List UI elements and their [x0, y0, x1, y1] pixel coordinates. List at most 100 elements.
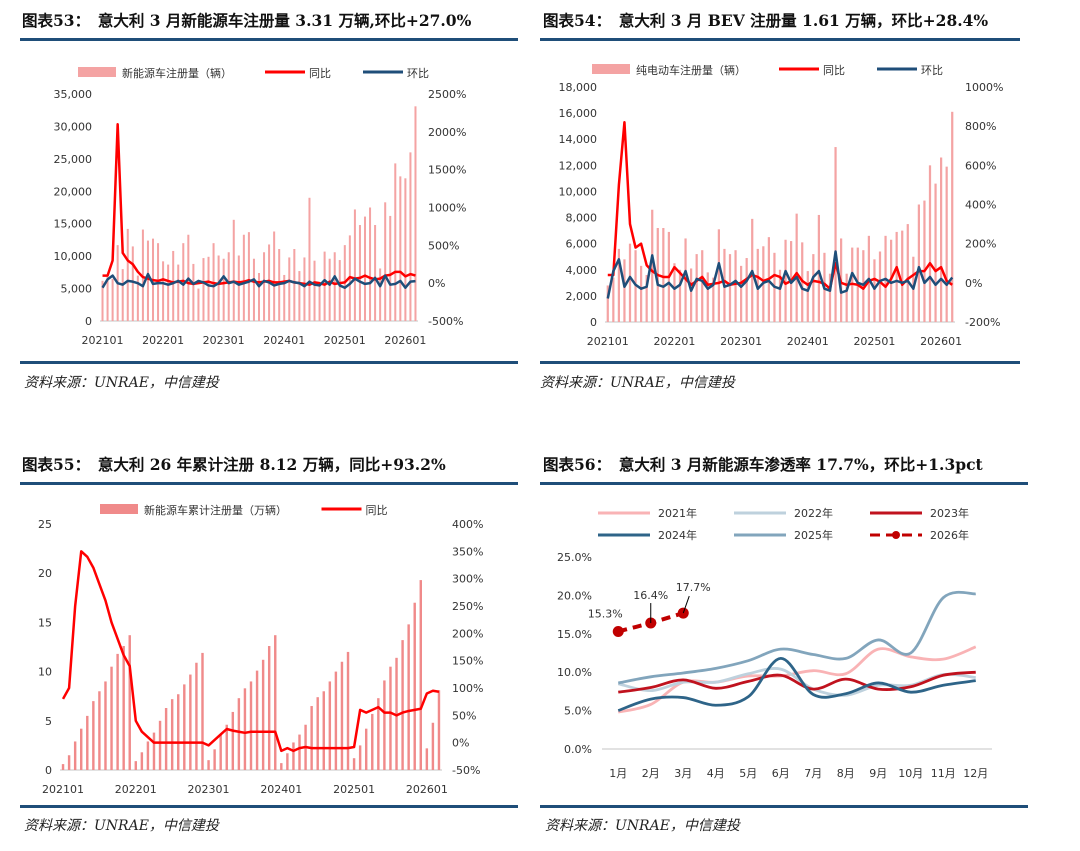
bottom-rule [540, 805, 1028, 808]
left-axis-tick: 35,000 [54, 88, 93, 101]
right-axis-tick: 200% [452, 627, 483, 640]
y-axis-tick: 15.0% [557, 628, 592, 641]
bar [651, 209, 654, 322]
bar [395, 657, 398, 770]
line-series-环比 [606, 250, 954, 299]
bar [249, 681, 253, 770]
bar [834, 147, 837, 322]
x-axis-tick: 202101 [82, 334, 124, 347]
bar [308, 197, 311, 321]
right-axis-tick: 1500% [428, 164, 466, 177]
bar [126, 228, 129, 321]
bar [623, 259, 626, 322]
x-axis-tick: 1月 [609, 767, 627, 780]
bar [706, 272, 709, 322]
source-note: 资料来源：UNRAE，中信建投 [24, 375, 219, 391]
bar [128, 635, 131, 770]
bar [322, 691, 325, 770]
bar [784, 239, 787, 322]
x-axis-tick: 202501 [324, 334, 366, 347]
bar [195, 662, 198, 770]
bar [201, 652, 204, 770]
x-axis-tick: 11月 [931, 767, 956, 780]
left-axis-tick: 10,000 [54, 250, 93, 263]
bar [273, 231, 276, 321]
figure-56-title: 图表56： 意大利 3 月新能源车渗透率 17.7%，环比+1.3pct [543, 455, 983, 474]
bar [940, 157, 943, 322]
x-axis-tick: 9月 [869, 767, 887, 780]
bar [310, 706, 313, 770]
x-axis-tick: 10月 [898, 767, 923, 780]
bar [673, 263, 676, 322]
bar [951, 111, 954, 322]
bar [394, 163, 397, 321]
bar [61, 764, 65, 770]
x-axis-tick: 4月 [707, 767, 725, 780]
legend-label: 2023年 [930, 506, 969, 520]
left-axis-tick: 16,000 [559, 107, 598, 120]
x-axis-tick: 202601 [920, 335, 962, 348]
line-series-同比 [102, 123, 416, 286]
bar [712, 277, 715, 322]
bar [338, 260, 341, 321]
x-axis-tick: 202301 [188, 783, 230, 796]
bar [334, 671, 338, 770]
bar [158, 720, 162, 770]
x-axis-tick: 3月 [674, 767, 692, 780]
bar [371, 713, 374, 770]
bar [353, 209, 356, 321]
right-axis-tick: 1000% [428, 202, 466, 215]
data-label: 16.4% [633, 589, 668, 602]
right-axis-tick: 600% [965, 159, 996, 172]
x-axis-tick: 202501 [853, 335, 895, 348]
bar [690, 268, 693, 322]
bar [662, 228, 665, 322]
bar [383, 680, 386, 770]
bar [895, 231, 898, 322]
bar [292, 742, 295, 770]
line-series-2022年 [617, 667, 976, 697]
line-series-同比 [61, 550, 440, 753]
bar [437, 690, 441, 770]
x-axis-tick: 202101 [587, 335, 629, 348]
data-label: 15.3% [588, 607, 623, 620]
right-axis-tick: 2000% [428, 126, 466, 139]
bar [134, 761, 138, 770]
bar [333, 252, 336, 321]
legend-label: 新能源车累计注册量（万辆） [144, 503, 287, 517]
right-axis-tick: 0% [428, 277, 445, 290]
bar [377, 698, 380, 770]
bar [640, 265, 643, 322]
left-axis-tick: 20 [38, 567, 52, 580]
source-note: 资料来源：UNRAE，中信建投 [540, 375, 735, 391]
line-series-同比 [607, 121, 953, 290]
bar [399, 176, 402, 321]
title-rule [540, 482, 1028, 485]
bar [923, 200, 926, 322]
bar [146, 240, 149, 321]
bar [740, 265, 743, 322]
bar [146, 741, 150, 770]
bar [267, 646, 271, 770]
bar [425, 748, 429, 770]
bar [110, 666, 113, 770]
bar [172, 250, 175, 321]
legend-label: 2024年 [658, 528, 697, 542]
bar [207, 760, 210, 770]
left-axis-tick: 10 [38, 666, 52, 679]
bar [612, 277, 615, 322]
bar [192, 263, 195, 321]
bar [413, 602, 416, 770]
bar [328, 258, 331, 321]
bar [73, 741, 77, 770]
right-axis-tick: 800% [965, 120, 996, 133]
legend-marker [892, 531, 900, 539]
bar [645, 275, 648, 322]
bar [352, 758, 356, 770]
source-note: 资料来源：UNRAE，中信建投 [545, 818, 740, 834]
left-axis-tick: 5,000 [61, 283, 93, 296]
line-series-2023年 [618, 670, 976, 694]
left-axis-tick: 10,000 [559, 185, 598, 198]
bar [257, 273, 261, 321]
bar [283, 274, 286, 321]
